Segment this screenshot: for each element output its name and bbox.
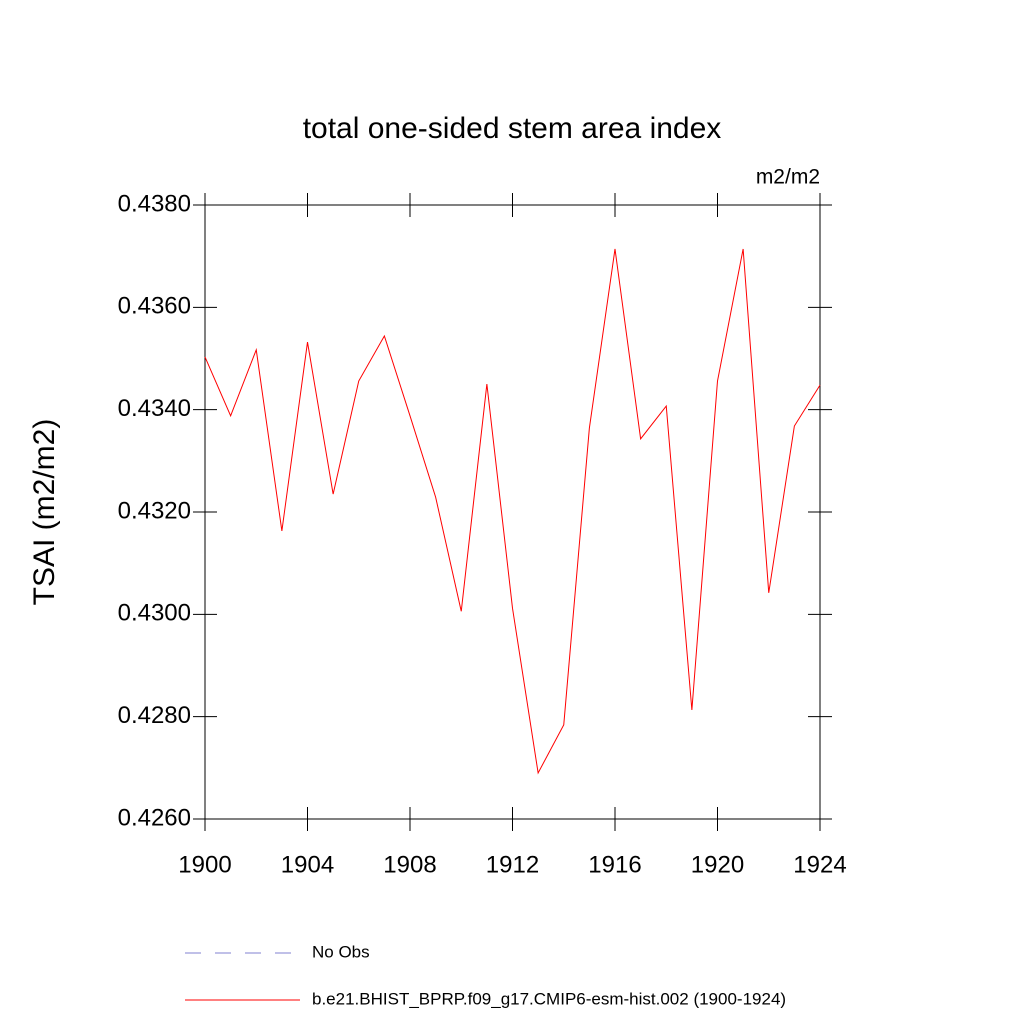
x-tick-label: 1900 xyxy=(178,851,231,878)
y-tick-label: 0.4360 xyxy=(118,293,191,320)
x-tick-label: 1920 xyxy=(691,851,744,878)
legend-label: No Obs xyxy=(312,942,370,961)
legend-label: b.e21.BHIST_BPRP.f09_g17.CMIP6-esm-hist.… xyxy=(312,989,786,1008)
y-tick-label: 0.4340 xyxy=(118,395,191,422)
x-tick-label: 1904 xyxy=(281,851,334,878)
chart-title: total one-sided stem area index xyxy=(303,112,722,145)
y-axis-label: TSAI (m2/m2) xyxy=(28,419,61,606)
data-line xyxy=(204,248,821,775)
x-tick-label: 1912 xyxy=(486,851,539,878)
x-tick-label: 1916 xyxy=(588,851,641,878)
x-tick-label: 1924 xyxy=(793,851,846,878)
y-tick-label: 0.4280 xyxy=(118,702,191,729)
y-tick-label: 0.4300 xyxy=(118,600,191,627)
y-tick-label: 0.4380 xyxy=(118,190,191,217)
units-label: m2/m2 xyxy=(756,166,820,189)
y-tick-label: 0.4260 xyxy=(118,804,191,831)
y-tick-label: 0.4320 xyxy=(118,497,191,524)
x-tick-label: 1908 xyxy=(383,851,436,878)
plot-frame xyxy=(204,204,821,820)
